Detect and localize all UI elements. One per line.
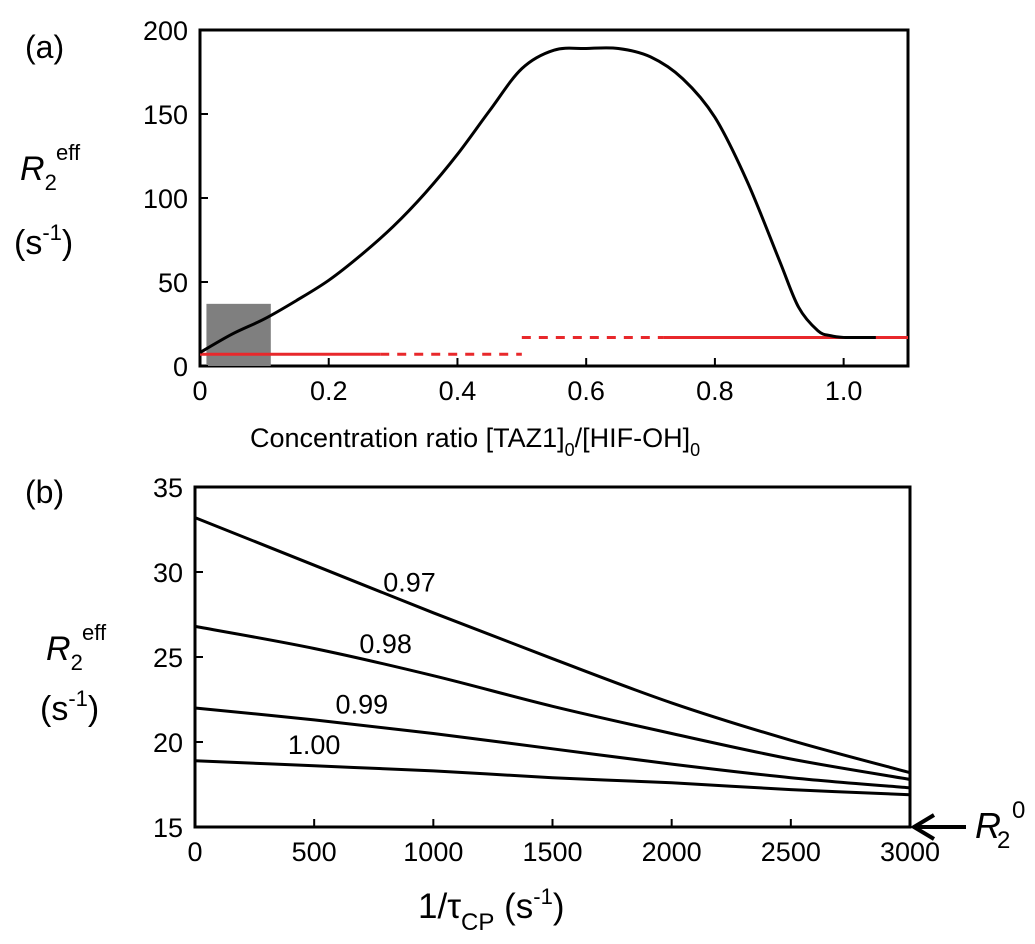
r2-zero-marker: R 2 0 [910, 797, 1025, 854]
panel-b-x-tick-label: 0 [187, 837, 202, 867]
panel-b-y-label-symbol: R [46, 630, 71, 668]
panel-a-x-label-sub1: 0 [565, 440, 575, 460]
panel-a-x-label-sub2: 0 [690, 440, 700, 460]
series-label: 0.97 [383, 567, 436, 597]
panel-a-y-unit-open: (s [14, 224, 42, 262]
series-label: 1.00 [288, 730, 341, 760]
panel-a-reference-lines [200, 335, 908, 356]
panel-a-plot-frame [198, 28, 910, 368]
panel-b-y-label-subscript: 2 [71, 650, 83, 675]
r2-zero-subscript: 2 [997, 827, 1010, 854]
panel-a-x-label-mid: /[HIF-OH] [575, 423, 691, 453]
panel-b-y-label-main: R2 [46, 630, 83, 675]
panel-a-y-ticks: 0 50 100 150 200 [143, 16, 208, 382]
panel-b-y-unit-close: ) [88, 690, 99, 728]
panel-a-shaded-region [206, 303, 271, 366]
panel-b-curve-labels: 0.97 0.98 0.99 1.00 [288, 567, 436, 760]
panel-b-y-unit-sup: -1 [68, 686, 88, 711]
series-line [199, 46, 876, 354]
panel-b-x-tick-label: 500 [292, 837, 337, 867]
series-line-0.98 [194, 624, 911, 781]
panel-b-x-unit-close: ) [553, 887, 565, 926]
panel-a-x-ticks: 0 0.2 0.4 0.6 0.8 1.0 [192, 358, 862, 406]
panel-b-y-label-superscript: eff [82, 620, 107, 645]
panel-b-y-axis-label: R2 eff (s-1) [40, 620, 107, 728]
shaded-region [206, 303, 271, 366]
panel-b-series [194, 516, 911, 797]
panel-a-y-tick-label: 150 [143, 100, 188, 130]
series-line-1.00 [194, 759, 911, 797]
panel-b-y-tick-label: 20 [153, 728, 183, 758]
panel-a-x-tick-label: 0.6 [567, 376, 605, 406]
panel-a-x-tick-label: 1.0 [825, 376, 863, 406]
r2-zero-symbol: R [975, 805, 1001, 846]
panel-b-x-label-sub: CP [461, 909, 494, 936]
panel-a-y-tick-label: 50 [158, 268, 188, 298]
panel-b-label: (b) [25, 474, 64, 510]
panel-b-x-unit-open: (s [494, 887, 533, 926]
series-line-0.97 [194, 516, 911, 775]
panel-b-y-tick-label: 35 [153, 473, 183, 503]
panel-a-y-label-superscript: eff [56, 140, 81, 165]
series-label: 0.99 [336, 689, 389, 719]
series-label: 0.98 [359, 629, 412, 659]
panel-a-y-tick-label: 200 [143, 16, 188, 46]
panel-a-y-label-subscript: 2 [45, 170, 57, 195]
panel-b-y-label-unit: (s-1) [40, 686, 99, 728]
panel-a-x-axis-label: Concentration ratio [TAZ1]0/[HIF-OH]0 [250, 423, 700, 460]
panel-a-y-label-main: R2 [20, 150, 57, 195]
panel-b-x-tick-label: 2500 [761, 837, 821, 867]
panel-a-y-label-unit: (s-1) [14, 220, 73, 262]
panel-b-x-axis-label: 1/τCP (s-1) [418, 884, 564, 936]
panel-b-x-tick-label: 2000 [642, 837, 702, 867]
panel-b-y-unit-open: (s [40, 690, 68, 728]
panel-b: (b) 0.970.980.991.00 0 500 1000 1500 2000 250… [25, 473, 1025, 936]
panel-a-x-tick-label: 0 [192, 376, 207, 406]
panel-b-y-ticks: 15 20 25 30 35 [153, 473, 203, 843]
panel-a-x-tick-label: 0.2 [310, 376, 348, 406]
panel-b-y-tick-label: 30 [153, 558, 183, 588]
panel-a-label: (a) [25, 29, 64, 65]
panel-b-x-unit-sup: -1 [533, 884, 553, 909]
arrow-left-icon [910, 813, 966, 841]
panel-b-x-tick-label: 3000 [880, 837, 940, 867]
panel-b-x-tick-label: 1500 [522, 837, 582, 867]
panel-b-plot-frame [193, 485, 912, 829]
panel-a-x-label-main: Concentration ratio [TAZ1] [250, 423, 565, 453]
series-line-0.99 [194, 706, 911, 790]
panel-a-y-unit-sup: -1 [42, 220, 62, 245]
panel-a-x-tick-label: 0.8 [696, 376, 734, 406]
panel-a-y-axis-label: R2 eff (s-1) [14, 140, 81, 262]
panel-a-y-tick-label: 100 [143, 184, 188, 214]
panel-a-series [199, 46, 876, 354]
panel-b-y-tick-label: 25 [153, 643, 183, 673]
panel-b-x-label-main: 1/τ [418, 887, 461, 926]
r2-zero-superscript: 0 [1012, 797, 1025, 824]
panel-a-x-tick-label: 0.4 [439, 376, 477, 406]
panel-a-y-label-symbol: R [20, 150, 45, 188]
panel-b-x-tick-label: 1000 [403, 837, 463, 867]
panel-a-y-unit-close: ) [62, 224, 73, 262]
panel-a-y-tick-label: 0 [173, 352, 188, 382]
panel-b-x-ticks: 0 500 1000 1500 2000 2500 3000 [187, 819, 940, 867]
panel-b-y-tick-label: 15 [153, 813, 183, 843]
